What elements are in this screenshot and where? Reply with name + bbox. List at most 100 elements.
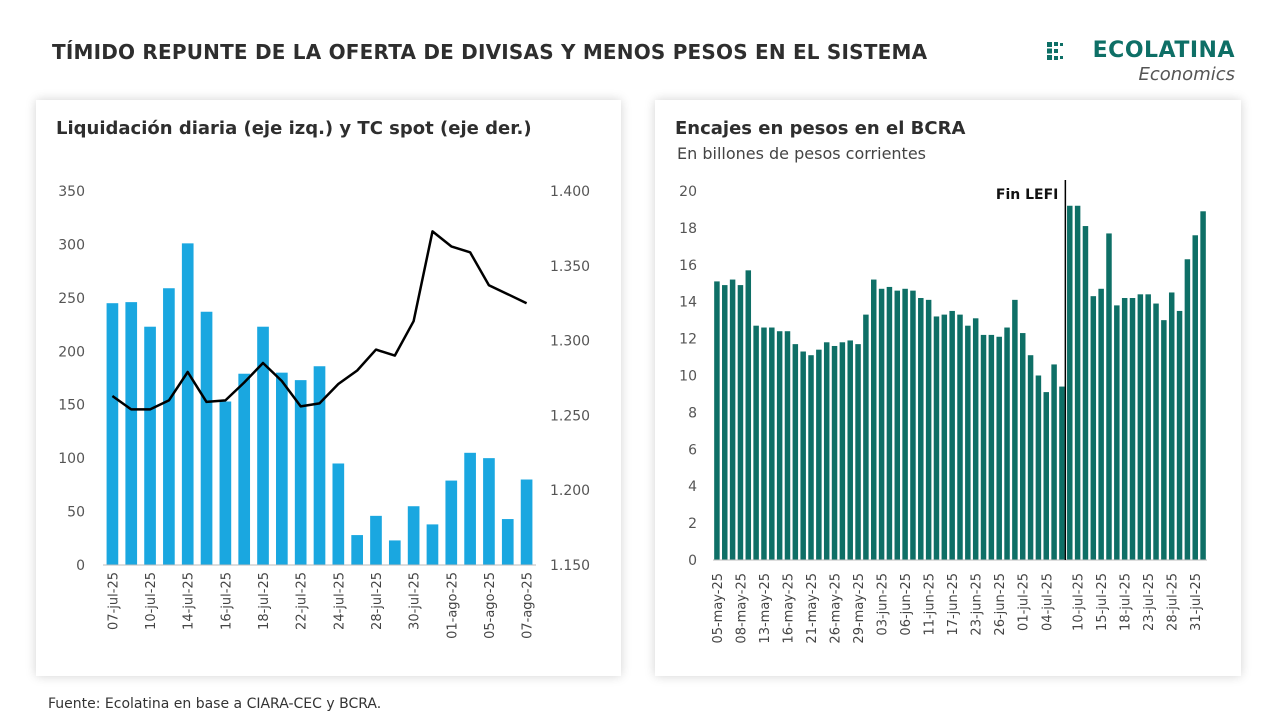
encajes-bar [1082, 226, 1089, 560]
x-tick-label: 04-jul-25 [1040, 573, 1055, 631]
encajes-bar [737, 285, 744, 560]
encajes-bar [1098, 288, 1104, 560]
x-tick-label: 07-jul-25 [106, 572, 121, 630]
x-tick-label: 16-jul-25 [219, 572, 234, 630]
logo-subtitle: Economics [1138, 64, 1235, 85]
x-tick-label: 28-jul-25 [370, 572, 385, 630]
tc-spot-line [111, 230, 528, 411]
encajes-bar [1019, 333, 1026, 560]
liquidacion-bar [388, 540, 401, 565]
y-tick-label: 10 [679, 369, 697, 385]
encajes-bar [925, 299, 932, 560]
encajes-bar [823, 342, 830, 560]
logo-grid-icon [1047, 42, 1063, 60]
x-tick-label: 05-ago-25 [483, 572, 498, 639]
encajes-bar [1106, 233, 1112, 560]
encajes-bar [871, 279, 877, 560]
encajes-bar [1043, 392, 1049, 560]
encajes-bar [878, 288, 885, 560]
x-tick-label: 15-jul-25 [1095, 573, 1110, 631]
x-tick-label: 28-jul-25 [1166, 573, 1181, 631]
encajes-bar [1121, 298, 1128, 560]
x-tick-label: 18-jul-25 [257, 572, 272, 630]
x-tick-label: 03-jun-25 [876, 573, 891, 636]
encajes-bar [1012, 299, 1018, 560]
x-tick-label: 10-jul-25 [1072, 573, 1087, 631]
x-tick-label: 11-jun-25 [923, 573, 938, 636]
x-tick-label: 01-ago-25 [445, 572, 460, 639]
encajes-bar [847, 340, 853, 560]
x-tick-label: 23-jul-25 [1142, 573, 1157, 631]
encajes-bar [1200, 211, 1206, 561]
y-right-tick-label: 1.300 [550, 334, 590, 350]
encajes-bar [1067, 205, 1073, 560]
encajes-bar [753, 325, 759, 560]
encajes-bar [1004, 327, 1010, 560]
encajes-bar [769, 327, 775, 560]
liquidacion-bar [313, 366, 326, 565]
encajes-bar [933, 316, 940, 560]
encajes-bar [800, 351, 806, 560]
encajes-bar [980, 334, 987, 560]
encajes-bar [792, 344, 799, 560]
encajes-bar [1137, 294, 1144, 560]
y-tick-label: 18 [679, 221, 697, 237]
encajes-bar [1035, 375, 1042, 560]
y-right-tick-label: 1.250 [550, 408, 590, 424]
encajes-bar [1176, 310, 1183, 560]
y-right-tick-label: 1.200 [550, 483, 590, 499]
source-note: Fuente: Ecolatina en base a CIARA-CEC y … [48, 696, 382, 712]
fin-lefi-annotation: Fin LEFI [996, 187, 1058, 203]
encajes-bar [714, 281, 720, 560]
encajes-bar [902, 288, 908, 560]
y-left-tick-label: 200 [58, 344, 85, 360]
y-left-tick-label: 350 [58, 184, 85, 200]
x-tick-label: 18-jul-25 [1119, 573, 1134, 631]
x-tick-label: 31-jul-25 [1189, 573, 1204, 631]
encajes-bar [1161, 320, 1167, 560]
encajes-bar [863, 314, 869, 560]
liquidacion-bar [294, 380, 307, 565]
x-tick-label: 05-may-25 [711, 573, 726, 644]
y-left-tick-label: 150 [58, 398, 85, 414]
encajes-bar [957, 314, 963, 560]
encajes-bar [816, 349, 822, 560]
liquidacion-bar [163, 288, 175, 565]
y-tick-label: 20 [679, 184, 697, 200]
y-tick-label: 0 [688, 553, 697, 569]
encajes-bar [996, 336, 1002, 560]
liquidacion-bar [200, 311, 213, 565]
x-tick-label: 30-jul-25 [408, 572, 423, 630]
liquidacion-bar [445, 480, 458, 565]
y-left-tick-label: 50 [67, 505, 85, 521]
encajes-bar [839, 342, 846, 560]
liquidacion-bar [464, 452, 476, 565]
x-tick-label: 24-jul-25 [332, 572, 347, 630]
liquidacion-chart-panel: Liquidación diaria (eje izq.) y TC spot … [36, 100, 621, 676]
x-tick-label: 22-jul-25 [295, 572, 310, 630]
liquidacion-bar [483, 458, 495, 565]
encajes-bar [972, 318, 979, 560]
x-tick-label: 21-may-25 [805, 573, 820, 644]
liquidacion-bar [125, 302, 138, 565]
liquidacion-bar [501, 519, 514, 565]
encajes-bar [910, 290, 916, 560]
y-tick-label: 12 [679, 332, 697, 348]
encajes-bar [941, 314, 948, 560]
liquidacion-bar [238, 373, 251, 565]
x-tick-label: 26-may-25 [829, 573, 844, 644]
encajes-bar [729, 279, 736, 560]
encajes-bar [761, 327, 767, 560]
logo-wordmark: ECOLATINA [1092, 38, 1235, 63]
liquidacion-bar [181, 243, 194, 566]
chart-title: Encajes en pesos en el BCRA [675, 118, 966, 139]
encajes-bar [745, 270, 752, 560]
x-tick-label: 10-jul-25 [144, 572, 159, 630]
encajes-bar [965, 325, 971, 560]
encajes-chart: 0 2 4 6 8 10 12 14 16 18 20 Fin LEFI 05-may-25 08-may… [679, 180, 1207, 644]
y-right-tick-label: 1.400 [550, 184, 590, 200]
encajes-bar [1027, 355, 1034, 560]
x-tick-label: 06-jun-25 [899, 573, 914, 636]
liquidacion-bar [106, 303, 119, 565]
x-tick-label: 14-jul-25 [182, 572, 197, 630]
